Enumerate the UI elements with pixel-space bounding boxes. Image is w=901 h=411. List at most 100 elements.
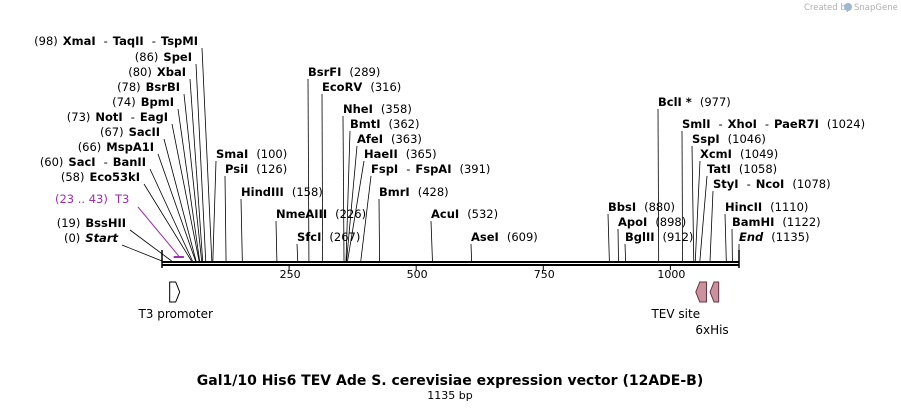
site-leader-line [430, 220, 433, 262]
enzyme-name: XbaI [157, 65, 186, 79]
site-label[interactable]: (67) SacII [100, 125, 160, 139]
site-label[interactable]: (98) XmaI - TaqII - TspMI [34, 34, 198, 48]
enzyme-name: SacI [68, 155, 95, 169]
site-position: (316) [370, 80, 401, 94]
site-position: (19) [57, 216, 81, 230]
site-label[interactable]: HincII (1110) [725, 200, 808, 214]
site-label[interactable]: EcoRV (316) [322, 80, 401, 94]
site-label[interactable]: (80) XbaI [128, 65, 186, 79]
backbone [161, 250, 740, 268]
enzyme-name: NmeAIII [276, 207, 327, 221]
site-leader-line [307, 78, 310, 262]
site-label[interactable]: PsiI (126) [225, 162, 287, 176]
site-label[interactable]: ApoI (898) [618, 215, 686, 229]
site-label[interactable]: FspI - FspAI (391) [371, 162, 490, 176]
enzyme-name: SmaI [216, 147, 248, 161]
site-position: - [719, 117, 723, 131]
tick-label: 1000 [657, 268, 685, 281]
site-label[interactable]: (86) SpeI [135, 50, 192, 64]
site-position: (73) [67, 110, 91, 124]
enzyme-name: SmlI [682, 117, 711, 131]
primer-range: (23 .. 43) [55, 192, 108, 206]
site-label[interactable]: XcmI (1049) [700, 147, 778, 161]
site-label[interactable]: End (1135) [739, 230, 810, 244]
site-position: (1078) [792, 177, 830, 191]
feature-label: 6xHis [695, 323, 728, 337]
site-label[interactable]: SmaI (100) [216, 147, 287, 161]
site-leader-line [321, 93, 324, 262]
site-label[interactable]: (19) BssHII [57, 216, 126, 230]
site-label[interactable]: HaeII (365) [364, 147, 437, 161]
enzyme-name: BmrI [379, 185, 410, 199]
site-position: - [406, 162, 410, 176]
enzyme-name: End [739, 230, 764, 244]
enzyme-name: XcmI [700, 147, 732, 161]
site-label[interactable]: AcuI (532) [431, 207, 498, 221]
site-label[interactable]: (0) Start [64, 231, 119, 245]
site-label[interactable]: BamHI (1122) [732, 215, 821, 229]
enzyme-name: BanII [113, 155, 146, 169]
site-position: (898) [655, 215, 686, 229]
site-position: (977) [700, 95, 731, 109]
site-position: (226) [335, 207, 366, 221]
site-position: (609) [507, 230, 538, 244]
site-label[interactable]: (73) NotI - EagI [67, 110, 168, 124]
enzyme-name: BbsI [608, 200, 636, 214]
site-label[interactable]: SfcI (267) [297, 230, 360, 244]
site-label[interactable]: AfeI (363) [357, 132, 422, 146]
site-label[interactable]: StyI - NcoI (1078) [713, 177, 831, 191]
site-label[interactable]: (66) MspA1I [78, 140, 154, 154]
site-leader-line [171, 123, 200, 262]
enzyme-name: FspAI [415, 162, 451, 176]
site-label[interactable]: SmlI - XhoI - PaeR7I (1024) [682, 117, 865, 131]
enzyme-name: FspI [371, 162, 398, 176]
enzyme-name: HaeII [364, 147, 398, 161]
site-label[interactable]: TatI (1058) [707, 162, 777, 176]
site-leader-line [694, 160, 701, 262]
feature-6xhis[interactable]: 6xHis [695, 281, 729, 337]
site-leader-line [681, 130, 683, 262]
site-leader-line [724, 213, 727, 262]
site-label[interactable]: SspI (1046) [692, 132, 766, 146]
enzyme-name: EcoRV [322, 80, 362, 94]
tick-label: 750 [534, 268, 555, 281]
site-label[interactable]: NmeAIII (226) [276, 207, 366, 221]
enzyme-name: Start [85, 231, 118, 245]
feature-tev-site[interactable]: TEV site [650, 281, 707, 321]
site-label[interactable]: (58) Eco53kI [61, 170, 140, 184]
site-label[interactable]: BmrI (428) [379, 185, 449, 199]
site-label[interactable]: HindIII (158) [241, 185, 323, 199]
site-label[interactable]: (60) SacI - BanII [40, 155, 146, 169]
enzyme-name: EagI [140, 110, 168, 124]
site-label[interactable]: AseI (609) [471, 230, 538, 244]
site-position: (358) [381, 102, 412, 116]
site-label[interactable]: BglII (912) [625, 230, 693, 244]
ruler-ticks: 250 500 750 1000 [280, 265, 685, 281]
enzyme-name: NotI [95, 110, 122, 124]
feature-t3-promoter[interactable]: T3 promoter [137, 281, 213, 321]
site-position: (78) [117, 80, 141, 94]
site-label[interactable]: BbsI (880) [608, 200, 675, 214]
site-label[interactable]: BsrFI (289) [308, 65, 380, 79]
site-position: (532) [467, 207, 498, 221]
enzyme-name: HindIII [241, 185, 284, 199]
site-label[interactable]: NheI (358) [343, 102, 412, 116]
site-leader-line [149, 168, 193, 262]
site-label[interactable]: (74) BpmI [112, 95, 174, 109]
site-leader-line [157, 153, 196, 262]
enzyme-name: AcuI [431, 207, 459, 221]
primer-t3[interactable]: (23 .. 43) T3 [55, 192, 184, 258]
site-leader-line [624, 243, 627, 262]
site-leader-line [378, 198, 380, 262]
site-position: (1046) [728, 132, 766, 146]
site-label[interactable]: BmtI (362) [350, 117, 419, 131]
site-label[interactable]: BclI * (977) [658, 95, 731, 109]
enzyme-name: AfeI [357, 132, 383, 146]
site-label[interactable]: (78) BsrBI [117, 80, 180, 94]
site-position: (880) [644, 200, 675, 214]
site-leader-line [709, 190, 714, 262]
site-position: (126) [256, 162, 287, 176]
enzyme-name: MspA1I [106, 140, 154, 154]
primer-leader-line [137, 206, 180, 257]
site-leader-line [342, 115, 345, 262]
